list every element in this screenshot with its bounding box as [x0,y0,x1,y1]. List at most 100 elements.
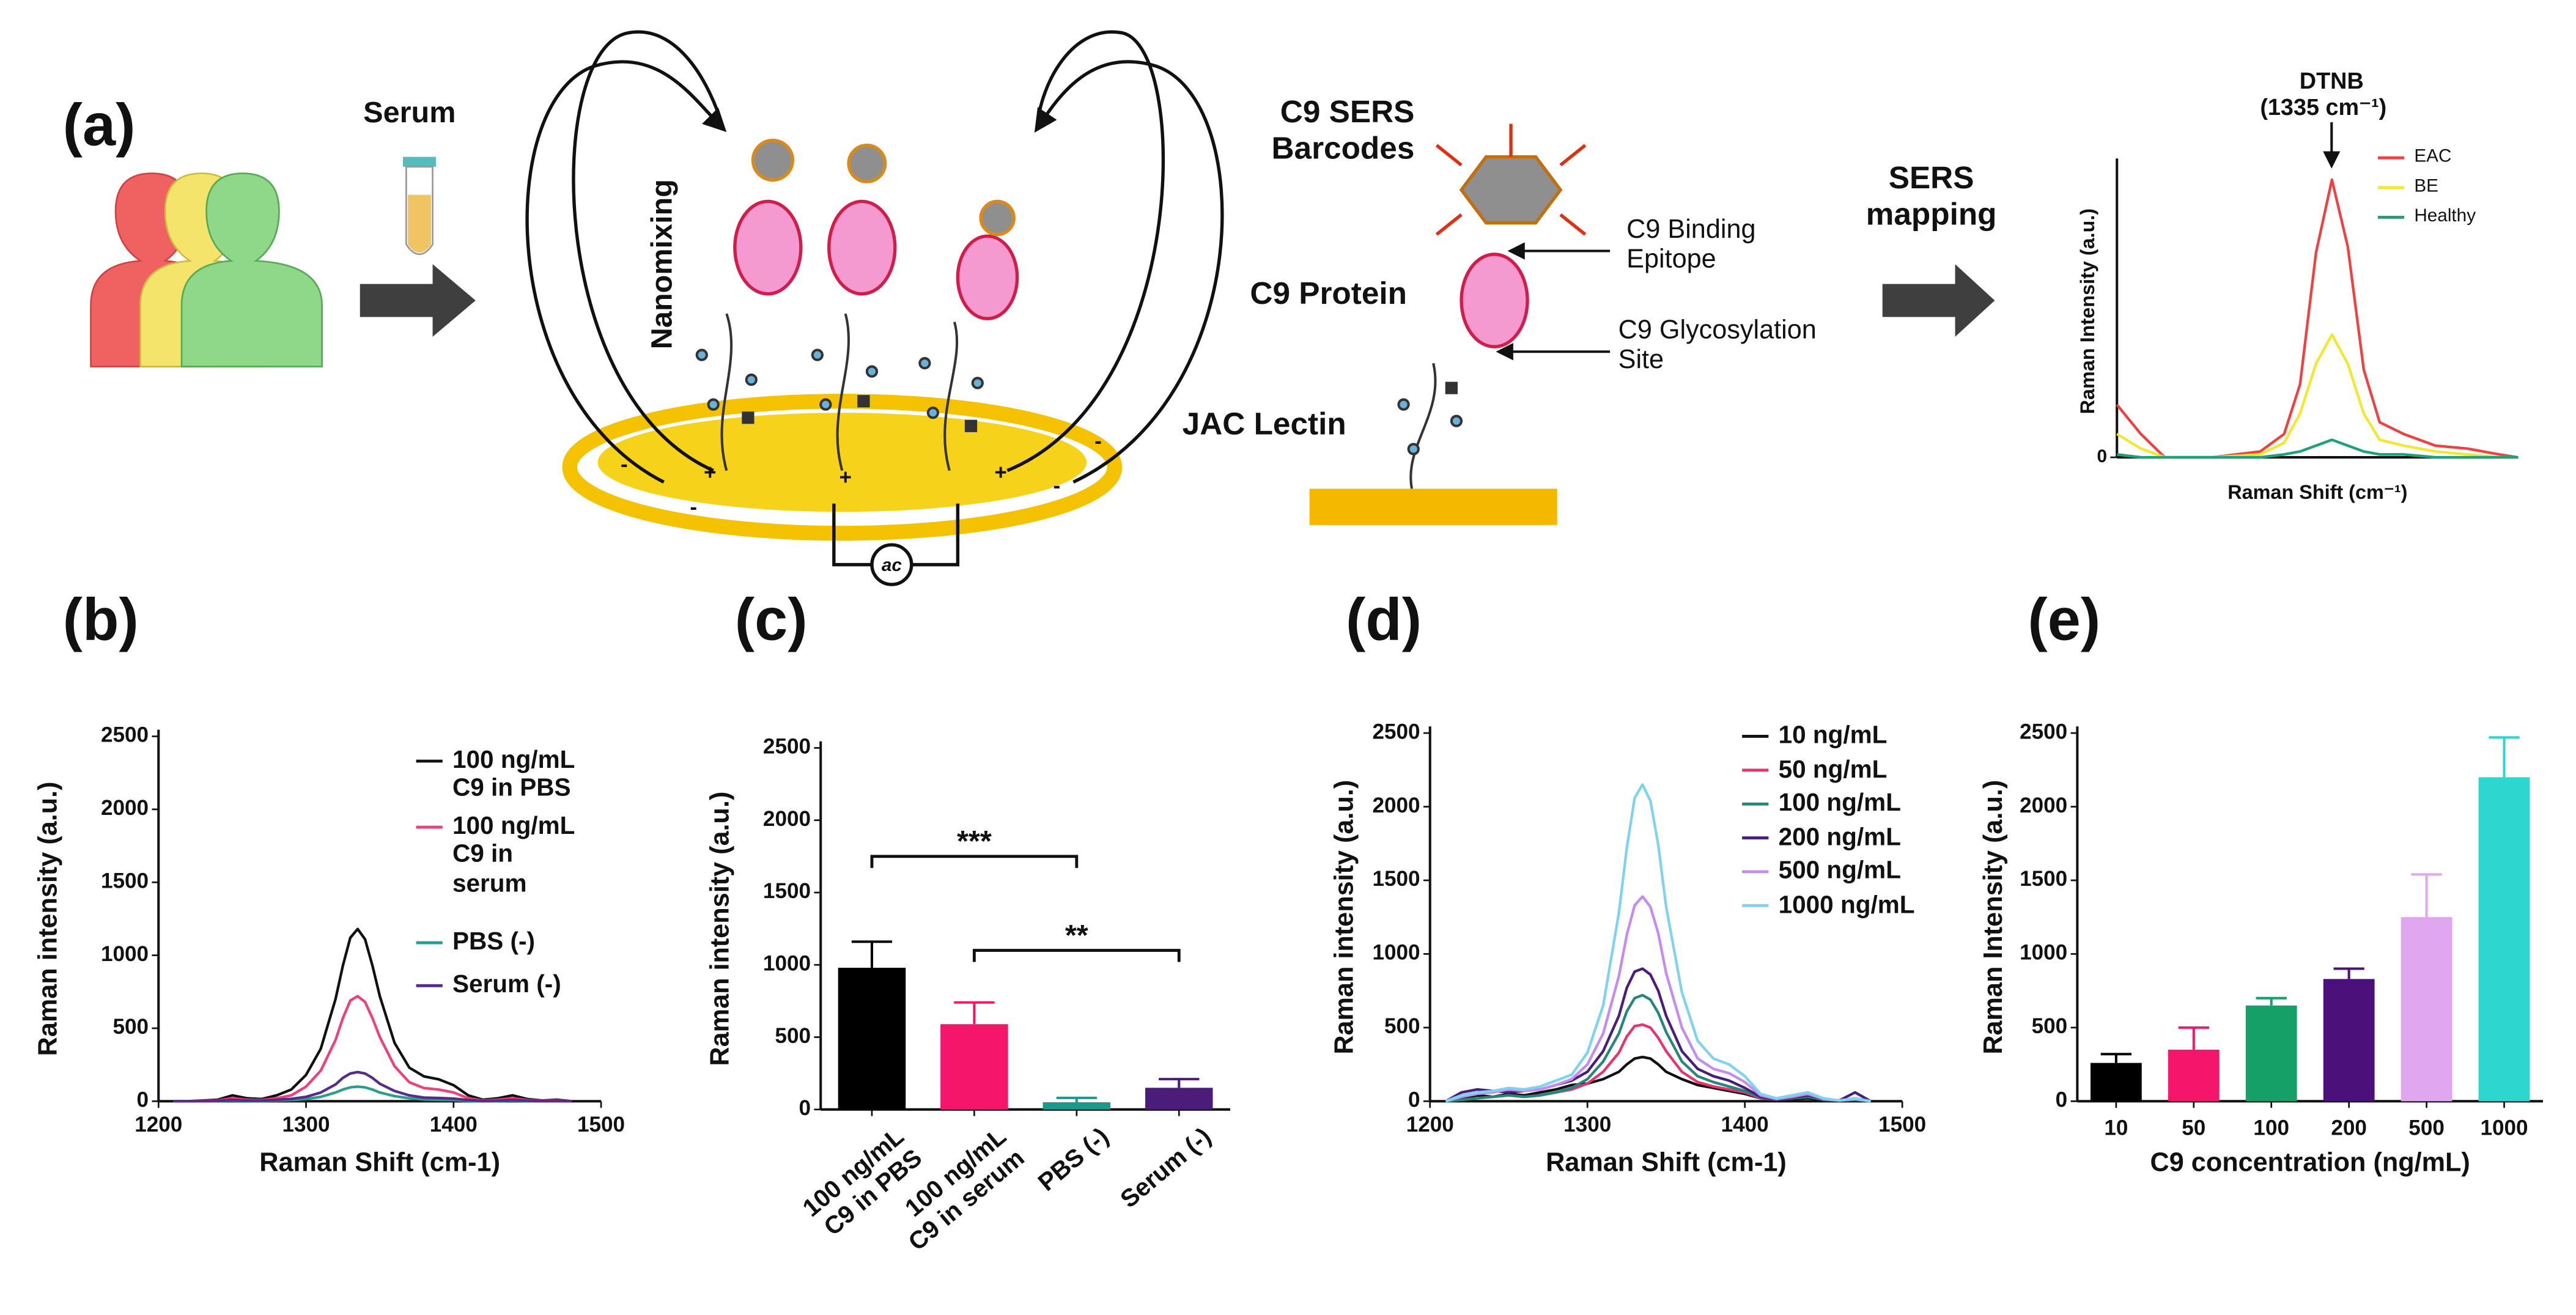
series-line [2116,333,2519,459]
x-tick-label: 1200 [1406,1113,1454,1136]
y-tick-label: 1000 [2020,941,2067,965]
label: C9 Protein [1250,277,1408,312]
x-tick-label: 1500 [577,1113,625,1136]
y-tick-label: 0 [799,1096,811,1120]
serum-tube [402,157,436,256]
y-tick-label: 1000 [101,942,149,966]
series-line [1445,967,1872,1103]
series-line [173,927,572,1103]
panel-label: (d) [1346,586,1422,653]
bar [2090,1063,2142,1102]
y-tick-label: 2500 [1372,720,1420,743]
nanoparticles [751,123,1587,237]
label: C9 SERS Barcodes [1271,95,1415,167]
bar [2168,1050,2220,1102]
series-line [2116,438,2519,459]
substrate [1309,488,1557,525]
y-tick-label: 1500 [763,879,811,903]
legend-label: PBS (-) [452,927,536,956]
x-tick-label: 200 [2331,1116,2367,1140]
chart-title: DTNB [2300,68,2364,94]
label: SERS mapping [1866,161,1997,233]
y-tick-label: 1000 [1372,941,1420,965]
x-tick-label: 50 [2182,1116,2205,1140]
electrode-sign: - [690,495,697,519]
legend-label: 100 ng/mL C9 in serum [452,812,575,897]
electrode-sign: + [839,465,852,489]
x-tick-label: 500 [2408,1116,2445,1140]
electrode-sign: + [994,460,1007,484]
label: Nanomixing [646,179,679,349]
x-tick-label: 1400 [430,1113,478,1136]
y-tick-label: 2500 [763,735,811,759]
y-tick-label: 2500 [2020,720,2067,743]
y-tick-label: 2000 [1372,794,1420,817]
series-line [1445,895,1871,1103]
x-axis-label: Raman Shift (cm-1) [1546,1147,1787,1177]
y-axis-label: Raman intensity (a.u.) [1329,780,1359,1055]
y-axis-label: Raman Intensity (a.u.) [2076,208,2098,414]
significance-bracket [870,855,1079,868]
y-axis-label: Raman intensity (a.u.) [33,781,62,1056]
y-tick-label: 2000 [763,807,811,831]
series-line [1445,783,1872,1103]
significance-label: ** [1065,919,1088,952]
people-icon [90,172,323,367]
y-tick-label: 1500 [101,869,149,893]
y-axis-label: Raman Intensity (a.u.) [1979,780,2008,1055]
legend-label: 50 ng/mL [1778,755,1888,784]
bar [1145,1088,1213,1110]
electrode-sign: - [1094,429,1102,453]
process-arrow [1882,264,1995,337]
series-line [1445,993,1871,1103]
bar [940,1024,1008,1110]
x-axis-label: Raman Shift (cm-1) [259,1147,500,1177]
y-tick-label: 2500 [101,723,149,747]
electrode-sign: - [621,452,628,476]
process-arrow [360,264,476,337]
y-tick-label: 1500 [2020,867,2067,891]
y-tick-label: 1000 [763,952,811,976]
y-tick-label: 500 [113,1015,149,1039]
legend-label: EAC [2414,147,2452,167]
legend-label: BE [2414,176,2439,197]
x-axis-label: Raman Shift (cm⁻¹) [2227,481,2407,503]
glycan-chains [695,313,1463,489]
y-tick-label: 2000 [101,796,149,820]
bar [838,967,906,1110]
proteins [733,199,1529,348]
electrode-sign: + [704,460,717,484]
y-tick-label: 500 [775,1024,811,1048]
y-tick-label: 0 [137,1088,149,1112]
x-tick-label: 1500 [1878,1113,1926,1136]
x-tick-label: 1300 [282,1113,330,1136]
x-tick-label: 100 [2253,1116,2289,1140]
panel-label: (c) [735,586,808,653]
y-tick-label: 0 [2056,1088,2068,1112]
bar [2323,979,2375,1102]
chart-subtitle: (1335 cm⁻¹) [2260,95,2386,120]
label: JAC Lectin [1182,408,1346,443]
y-tick-label: 500 [1384,1014,1420,1038]
label: Serum [363,95,456,129]
electrode-sign: - [1054,474,1061,498]
y-axis-label: Raman intensity (a.u.) [706,792,735,1066]
legend-label: 500 ng/mL [1778,856,1901,885]
y-tick-label: 1500 [1372,867,1420,891]
series-line [173,995,572,1103]
x-tick-label: 1000 [2480,1116,2528,1140]
x-tick-label: 1400 [1721,1113,1769,1136]
panel-label: (b) [63,586,139,653]
bar [2245,1005,2297,1102]
mixing-loops [525,30,1224,484]
panel-label: (e) [2028,586,2100,653]
label: ac [882,555,902,575]
electrode [562,394,1123,586]
y-tick-label: 0 [2097,446,2108,466]
x-tick-label: 10 [2104,1116,2128,1140]
bar [1043,1102,1111,1110]
significance-label: *** [957,825,992,858]
legend-label: 100 ng/mL C9 in PBS [452,746,575,803]
